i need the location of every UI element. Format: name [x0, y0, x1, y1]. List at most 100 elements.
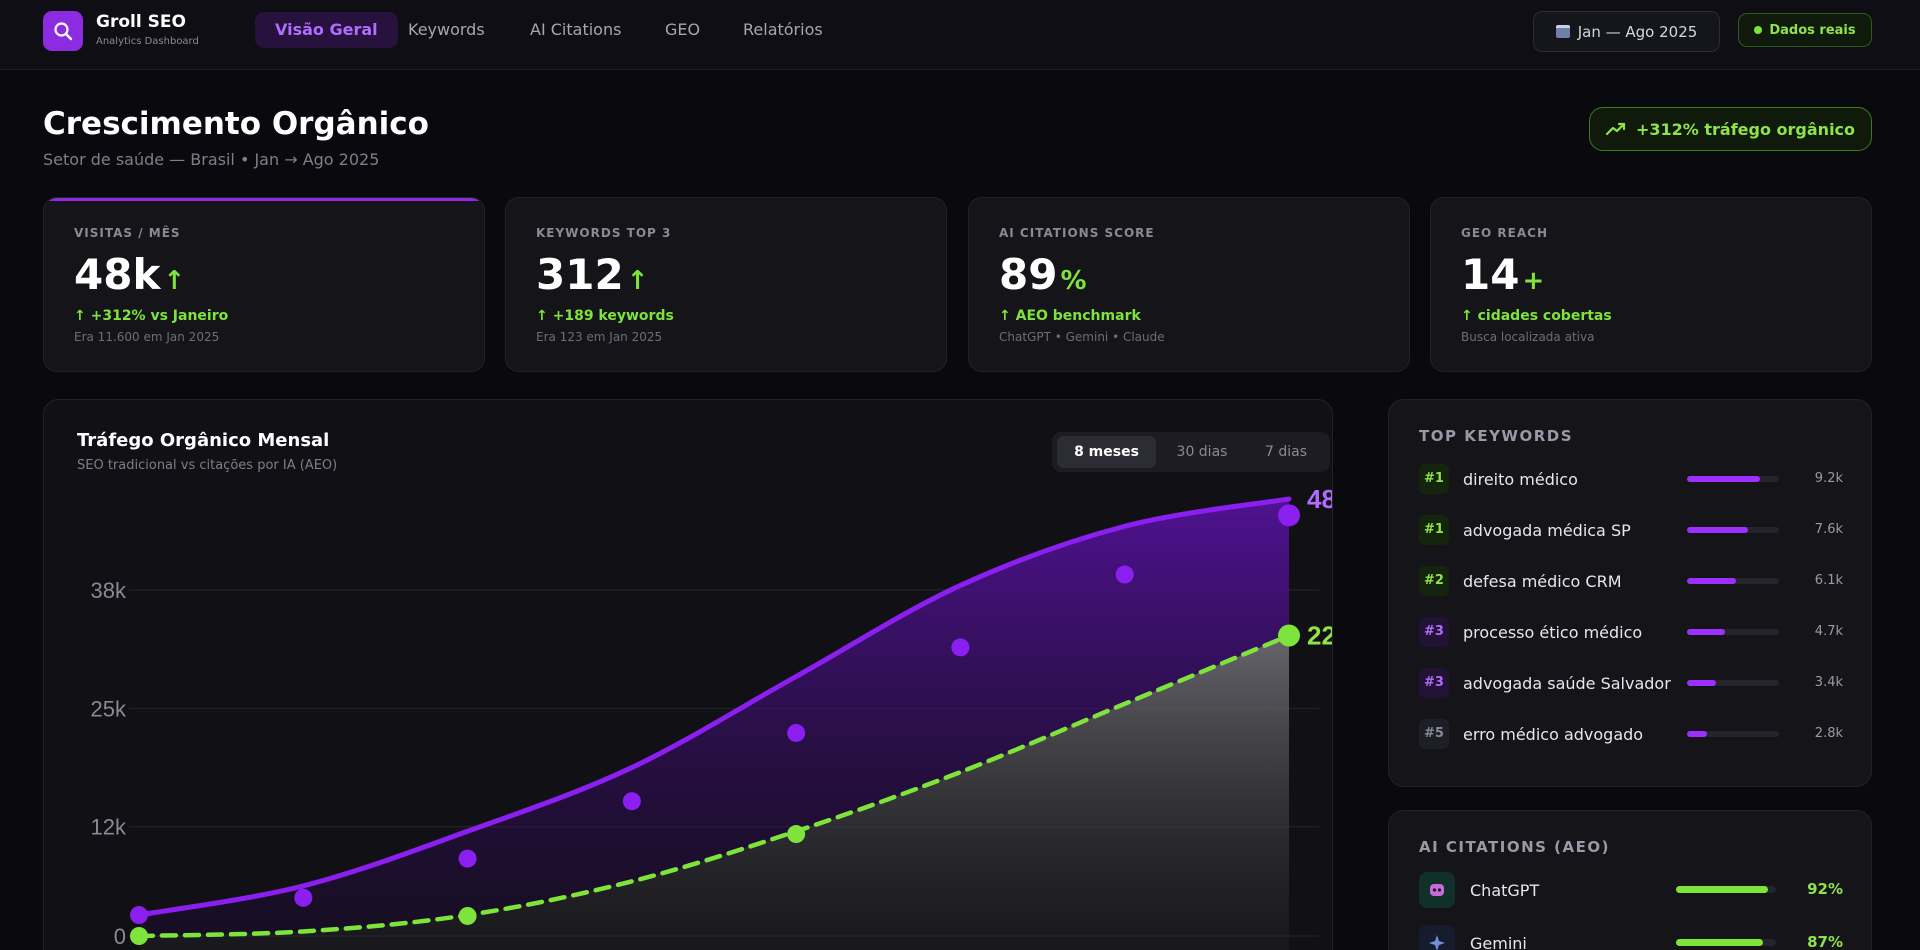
kpi-change: ↑ cidades cobertas [1461, 308, 1612, 324]
keyword-volume: 2.8k [1814, 726, 1843, 741]
aeo-line [136, 633, 1292, 939]
kpi-card-visits: VISITAS / MÊS 48k ↑ ↑ +312% vs Janeiro Er… [43, 197, 485, 372]
keyword-volume-bar [1687, 527, 1779, 533]
seo-data-point [1115, 565, 1134, 584]
kpi-change: ↑ +312% vs Janeiro [74, 308, 229, 324]
keyword-label: processo ético médico [1463, 623, 1643, 642]
keyword-volume: 6.1k [1814, 573, 1843, 588]
keyword-row[interactable]: #1 advogada médica SP 7.6k [1419, 515, 1843, 545]
keyword-volume: 3.4k [1814, 675, 1843, 690]
tab-relatorios[interactable]: Relatórios [743, 20, 823, 39]
tab-geo[interactable]: GEO [665, 20, 701, 39]
ai-citation-bar [1676, 939, 1776, 946]
page-title: Crescimento Orgânico [43, 106, 429, 142]
live-badge-label: Dados reais [1769, 22, 1856, 38]
ai-engine-name: ChatGPT [1470, 881, 1540, 900]
keyword-volume-bar [1687, 731, 1779, 737]
seo-data-point [622, 792, 641, 811]
chatgpt-icon [1419, 872, 1455, 908]
chart-title: Tráfego Orgânico Mensal [77, 430, 330, 451]
keyword-row[interactable]: #2 defesa médico CRM 6.1k [1419, 566, 1843, 596]
keyword-row[interactable]: #5 erro médico advogado 2.8k [1419, 719, 1843, 749]
ai-citation-fill [1676, 886, 1768, 893]
keyword-label: advogada saúde Salvador [1463, 674, 1671, 693]
kpi-change: ↑ +189 keywords [536, 308, 674, 324]
ai-citation-row[interactable]: ChatGPT 92% [1419, 872, 1843, 910]
range-30-days-button[interactable]: 30 dias [1176, 444, 1228, 460]
kpi-note: Era 123 em Jan 2025 [536, 330, 663, 344]
top-navigation-bar: Groll SEO Analytics Dashboard Visão Gera… [0, 0, 1920, 70]
keyword-row[interactable]: #3 processo ético médico 4.7k [1419, 617, 1843, 647]
keyword-volume-bar [1687, 629, 1779, 635]
ai-citation-percent: 92% [1807, 880, 1843, 898]
ai-citations-title: AI CITATIONS (AEO) [1419, 838, 1610, 856]
keyword-volume: 4.7k [1814, 624, 1843, 639]
ai-citation-percent: 87% [1807, 933, 1843, 950]
keyword-volume-fill [1687, 680, 1716, 686]
aeo-data-point [130, 927, 148, 945]
keyword-volume-fill [1687, 476, 1760, 482]
keyword-volume-fill [1687, 731, 1708, 737]
top-keywords-title: TOP KEYWORDS [1419, 427, 1574, 445]
kpi-change: ↑ AEO benchmark [999, 308, 1141, 324]
kpi-number: 48k [74, 250, 161, 299]
traffic-chart: 0 12k 25k 38k 48 22 [91, 484, 1333, 950]
tab-keywords[interactable]: Keywords [408, 20, 485, 39]
trending-up-icon [1605, 122, 1626, 136]
kpi-unit: % [1060, 266, 1087, 296]
range-7-days-button[interactable]: 7 dias [1264, 444, 1307, 460]
seo-data-point [294, 888, 313, 907]
kpi-unit: ↑ [163, 266, 186, 296]
ai-citation-bar [1676, 886, 1776, 893]
keyword-volume: 7.6k [1814, 522, 1843, 537]
keyword-volume-fill [1687, 527, 1748, 533]
seo-area [139, 498, 1289, 936]
kpi-label: KEYWORDS TOP 3 [536, 226, 672, 240]
keyword-label: defesa médico CRM [1463, 572, 1622, 591]
keyword-volume-bar [1687, 680, 1779, 686]
range-8-months-button[interactable]: 8 meses [1057, 436, 1156, 468]
kpi-label: AI CITATIONS SCORE [999, 226, 1155, 240]
keyword-volume: 9.2k [1814, 471, 1843, 486]
tab-visao-geral[interactable]: Visão Geral [255, 12, 398, 48]
aeo-area [139, 635, 1289, 950]
date-range-label: Jan — Ago 2025 [1577, 22, 1698, 41]
traffic-chart-card: 0 12k 25k 38k 48 22 Tráfego Orgânico Mensal S… [43, 399, 1333, 950]
keyword-row[interactable]: #3 advogada saúde Salvador 3.4k [1419, 668, 1843, 698]
kpi-number: 14 [1461, 250, 1520, 299]
seo-data-point [130, 906, 148, 925]
kpi-unit: ↑ [626, 266, 649, 296]
kpi-number: 89 [999, 250, 1058, 299]
seo-data-point [1278, 504, 1300, 527]
chart-subtitle: SEO tradicional vs citações por IA (AEO) [77, 458, 338, 473]
date-range-button[interactable]: Jan — Ago 2025 [1533, 11, 1720, 52]
brand-name: Groll SEO [96, 12, 186, 32]
seo-line [136, 496, 1292, 918]
kpi-card-ai-citations: AI CITATIONS SCORE 89% ↑ AEO benchmark C… [968, 197, 1410, 372]
keyword-rank-badge: #3 [1419, 668, 1449, 698]
status-dot-icon [1754, 26, 1763, 34]
ai-citation-row[interactable]: Gemini 87% [1419, 925, 1843, 950]
y-tick-label: 25k [91, 696, 127, 721]
top-keywords-card: TOP KEYWORDS #1 direito médico 9.2k #1 advog… [1388, 399, 1872, 787]
kpi-number: 312 [536, 250, 624, 299]
kpi-card-geo-reach: GEO REACH 14 + ↑ cidades cobertas Busca l… [1430, 197, 1872, 372]
kpi-unit: + [1522, 266, 1545, 296]
keyword-label: direito médico [1463, 470, 1578, 489]
brand-subtitle: Analytics Dashboard [96, 36, 199, 47]
keyword-rank-badge: #2 [1419, 566, 1449, 596]
aeo-data-point [458, 906, 477, 925]
kpi-label: GEO REACH [1461, 226, 1548, 240]
kpi-label: VISITAS / MÊS [74, 226, 181, 240]
calendar-icon [1555, 25, 1570, 38]
keyword-row[interactable]: #1 direito médico 9.2k [1419, 464, 1843, 494]
kpi-note: ChatGPT • Gemini • Claude [999, 330, 1165, 344]
keyword-volume-bar [1687, 476, 1779, 482]
y-tick-label: 12k [91, 815, 127, 840]
kpi-note: Busca localizada ativa [1461, 330, 1595, 344]
ai-engine-name: Gemini [1470, 934, 1527, 950]
keyword-volume-bar [1687, 578, 1779, 584]
search-logo-icon[interactable] [43, 11, 83, 51]
tab-ai-citations[interactable]: AI Citations [530, 20, 622, 39]
series-end-label: 48 [1307, 484, 1333, 514]
